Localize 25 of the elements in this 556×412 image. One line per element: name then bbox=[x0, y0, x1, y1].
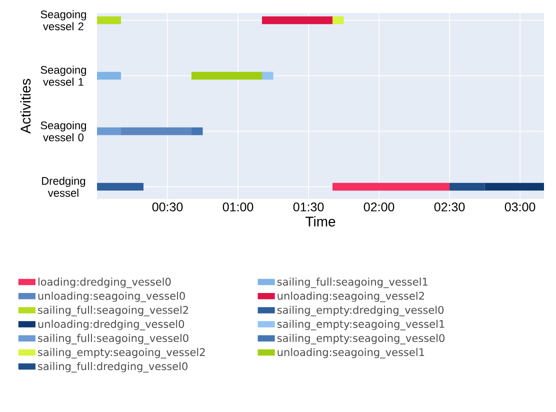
y-tick-label: Dredging vessel bbox=[42, 176, 86, 197]
legend-label: unloading:seagoing_vessel2 bbox=[278, 292, 424, 302]
x-tick-label: 00:30 bbox=[152, 202, 183, 212]
legend-label: sailing_empty:seagoing_vessel2 bbox=[38, 348, 205, 358]
y-axis-title: Activities bbox=[20, 78, 31, 134]
legend-label: unloading:dredging_vessel0 bbox=[38, 320, 184, 330]
y-tick-label: Seagoing vessel 2 bbox=[40, 10, 86, 30]
legend-label: unloading:seagoing_vessel1 bbox=[278, 348, 424, 358]
x-tick-label: 03:00 bbox=[504, 202, 536, 212]
legend-label: sailing_full:seagoing_vessel0 bbox=[38, 334, 188, 344]
legend-label: sailing_full:seagoing_vessel2 bbox=[38, 306, 188, 316]
legend-label: sailing_full:dredging_vessel0 bbox=[38, 362, 188, 373]
x-tick-label: 01:30 bbox=[293, 202, 324, 212]
x-tick-label: 02:00 bbox=[364, 202, 394, 212]
y-tick-label: Seagoing vessel 0 bbox=[40, 121, 86, 142]
x-tick-label: 02:30 bbox=[434, 202, 465, 212]
legend-label: sailing_empty:seagoing_vessel1 bbox=[277, 320, 444, 330]
legend-label: loading:dredging_vessel0 bbox=[38, 278, 171, 288]
x-tick-label: 01:00 bbox=[222, 202, 254, 212]
y-tick-label: Seagoing vessel 1 bbox=[40, 66, 86, 86]
x-axis-title: Time bbox=[306, 216, 336, 227]
legend-label: sailing_empty:seagoing_vessel0 bbox=[277, 334, 444, 344]
legend-label: sailing_empty:dredging_vessel0 bbox=[277, 306, 444, 316]
legend-label: unloading:seagoing_vessel0 bbox=[38, 292, 185, 302]
legend-label: sailing_full:seagoing_vessel1 bbox=[277, 278, 428, 288]
